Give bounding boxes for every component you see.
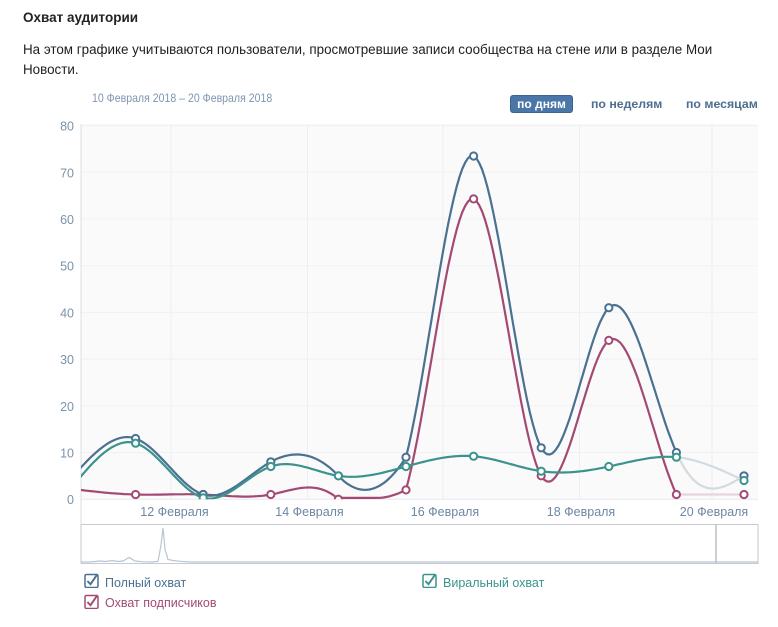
svg-text:60: 60 bbox=[60, 213, 74, 227]
svg-text:18 Февраля: 18 Февраля bbox=[547, 505, 615, 519]
svg-text:12 Февраля: 12 Февраля bbox=[140, 505, 208, 519]
svg-text:40: 40 bbox=[60, 306, 74, 320]
svg-text:16 Февраля: 16 Февраля bbox=[411, 505, 479, 519]
svg-text:10: 10 bbox=[60, 447, 74, 461]
svg-text:20: 20 bbox=[60, 400, 74, 414]
svg-text:30: 30 bbox=[60, 353, 74, 367]
svg-text:80: 80 bbox=[60, 120, 74, 134]
svg-text:70: 70 bbox=[60, 166, 74, 180]
svg-text:0: 0 bbox=[67, 493, 74, 507]
svg-text:50: 50 bbox=[60, 260, 74, 274]
svg-text:20 Февраля: 20 Февраля bbox=[680, 505, 748, 519]
svg-text:14 Февраля: 14 Февраля bbox=[275, 505, 343, 519]
